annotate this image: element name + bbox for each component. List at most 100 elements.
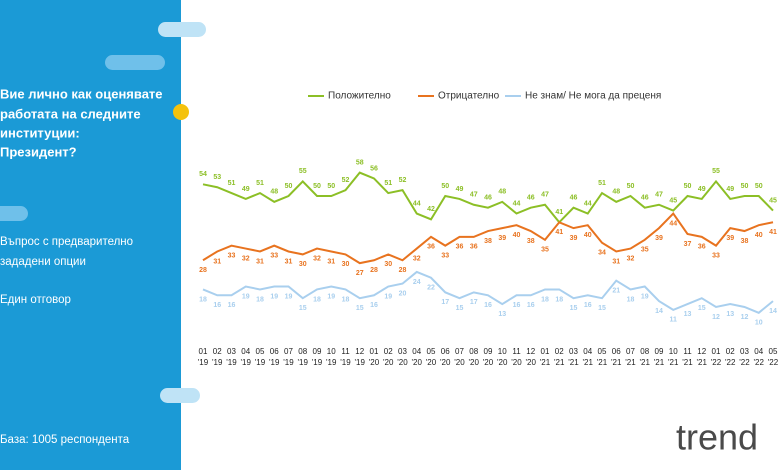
decor-pill [158, 22, 206, 37]
value-label: 19 [270, 293, 278, 300]
value-label: 41 [769, 229, 777, 236]
value-label: 18 [313, 296, 321, 303]
value-label: 20 [399, 290, 407, 297]
value-label: 47 [655, 192, 663, 199]
value-label: 16 [484, 302, 492, 309]
value-label: 52 [342, 177, 350, 184]
value-label: 16 [213, 302, 221, 309]
value-label: 33 [228, 252, 236, 259]
value-label: 32 [242, 255, 250, 262]
value-label: 15 [698, 305, 706, 312]
x-tick-label: 01'21 [540, 347, 551, 367]
x-tick-label: 02'21 [554, 347, 565, 367]
value-label: 31 [213, 258, 221, 265]
value-label: 33 [712, 252, 720, 259]
x-tick-label: 01'22 [711, 347, 722, 367]
x-tick-label: 01'20 [369, 347, 380, 367]
x-tick-label: 03'22 [739, 347, 750, 367]
x-tick-label: 05'22 [768, 347, 779, 367]
value-label: 32 [413, 255, 421, 262]
x-tick-label: 03'20 [397, 347, 408, 367]
x-tick-label: 11'20 [511, 347, 522, 367]
x-tick-label: 05'21 [597, 347, 608, 367]
value-label: 52 [399, 177, 407, 184]
x-tick-label: 03'19 [226, 347, 237, 367]
x-tick-label: 02'20 [383, 347, 394, 367]
value-label: 40 [584, 232, 592, 239]
value-label: 55 [712, 168, 720, 175]
value-label: 41 [555, 229, 563, 236]
value-label: 14 [769, 308, 777, 315]
question: институции: [0, 125, 80, 140]
value-label: 15 [299, 305, 307, 312]
value-label: 38 [741, 238, 749, 245]
value-label: 50 [741, 183, 749, 190]
x-tick-label: 06'19 [269, 347, 280, 367]
x-tick-label: 04'19 [241, 347, 252, 367]
x-tick-label: 08'19 [298, 347, 309, 367]
x-tick-label: 05'20 [426, 347, 437, 367]
value-label: 44 [584, 200, 592, 207]
value-label: 28 [370, 267, 378, 274]
value-label: 16 [527, 302, 535, 309]
x-tick-label: 01'19 [198, 347, 209, 367]
x-tick-label: 06'20 [440, 347, 451, 367]
note: Въпрос с предварително [0, 236, 133, 248]
value-label: 46 [641, 195, 649, 202]
value-label: 47 [470, 192, 478, 199]
decor-dot [173, 104, 189, 120]
x-tick-label: 07'20 [454, 347, 465, 367]
value-label: 50 [313, 183, 321, 190]
side-panel [0, 0, 181, 470]
value-label: 39 [570, 235, 578, 242]
value-label: 13 [726, 311, 734, 318]
value-label: 13 [684, 311, 692, 318]
value-label: 34 [598, 250, 606, 257]
value-label: 48 [270, 189, 278, 196]
note: Един отговор [0, 294, 71, 306]
x-tick-label: 07'21 [625, 347, 636, 367]
value-label: 32 [313, 255, 321, 262]
decor-pill [0, 206, 28, 221]
value-label: 41 [555, 209, 563, 216]
series-line [202, 270, 774, 314]
question: Президент? [0, 144, 77, 159]
x-tick-label: 08'20 [469, 347, 480, 367]
value-label: 55 [299, 168, 307, 175]
value-label: 28 [399, 267, 407, 274]
value-label: 50 [441, 183, 449, 190]
value-label: 35 [541, 247, 549, 254]
value-label: 16 [228, 302, 236, 309]
value-label: 39 [498, 235, 506, 242]
value-label: 16 [584, 302, 592, 309]
value-label: 48 [612, 189, 620, 196]
x-tick-label: 05'19 [255, 347, 266, 367]
x-tick-label: 04'20 [412, 347, 423, 367]
decor-pill [160, 388, 200, 403]
value-label: 12 [741, 314, 749, 321]
x-tick-label: 04'21 [583, 347, 594, 367]
value-label: 44 [413, 200, 421, 207]
value-label: 31 [612, 258, 620, 265]
value-label: 51 [256, 180, 264, 187]
legend-label: Положително [328, 91, 391, 102]
x-tick-label: 09'19 [312, 347, 323, 367]
x-tick-label: 02'22 [725, 347, 736, 367]
value-label: 40 [513, 232, 521, 239]
value-label: 21 [612, 288, 620, 295]
x-tick-label: 06'21 [611, 347, 622, 367]
x-tick-label: 04'22 [754, 347, 765, 367]
value-label: 38 [527, 238, 535, 245]
value-label: 45 [769, 197, 777, 204]
value-label: 24 [413, 279, 421, 286]
value-label: 50 [285, 183, 293, 190]
value-label: 50 [627, 183, 635, 190]
value-label: 47 [541, 192, 549, 199]
value-label: 10 [755, 320, 763, 327]
question: Вие лично как оценявате [0, 86, 163, 101]
value-label: 53 [213, 174, 221, 181]
x-tick-label: 10'19 [326, 347, 337, 367]
value-label: 11 [670, 317, 678, 324]
value-label: 30 [384, 261, 392, 268]
